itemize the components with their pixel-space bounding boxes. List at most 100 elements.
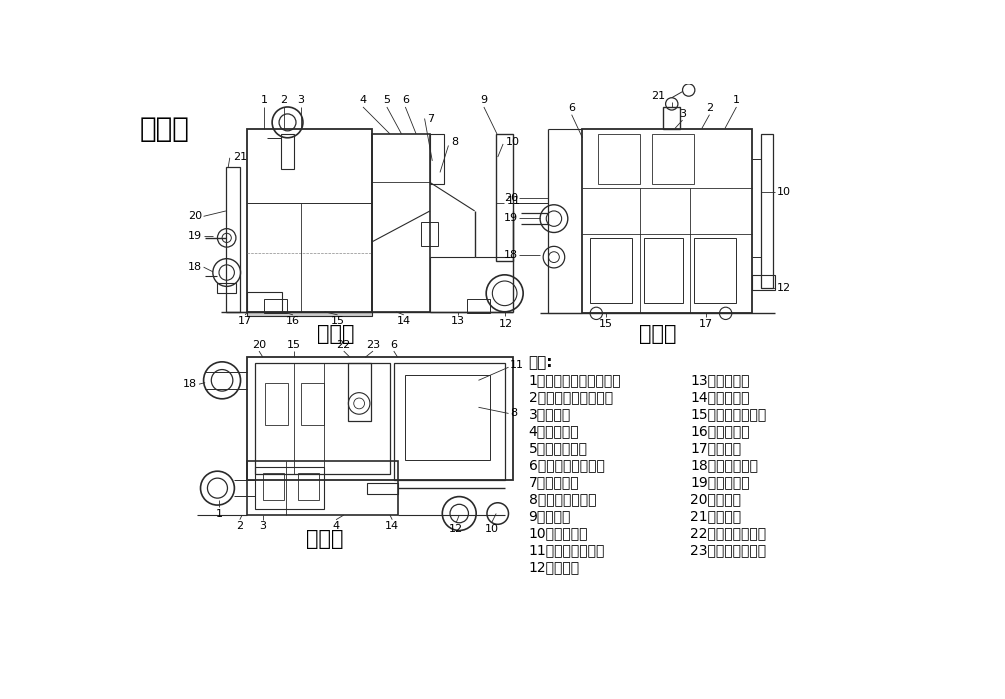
Bar — [348, 363, 371, 421]
Text: 6: 6 — [390, 340, 397, 350]
Text: 22: 22 — [337, 340, 351, 350]
Text: 3: 3 — [297, 96, 305, 106]
Text: 13: 13 — [450, 317, 464, 326]
Text: 15: 15 — [599, 319, 612, 329]
Text: 6、虹吸系统检修口: 6、虹吸系统检修口 — [529, 458, 604, 472]
Text: 19: 19 — [504, 213, 518, 223]
Text: 22、水系线过线控: 22、水系线过线控 — [690, 526, 767, 540]
Text: 11: 11 — [507, 196, 521, 206]
Text: 俯视图: 俯视图 — [306, 529, 344, 549]
Text: 2、固液分离装置箱体: 2、固液分离装置箱体 — [529, 390, 613, 404]
Text: 12、集油桶: 12、集油桶 — [529, 560, 580, 574]
Text: 19: 19 — [188, 231, 202, 240]
Text: 8、恒温加热单元: 8、恒温加热单元 — [529, 492, 596, 506]
Bar — [247, 461, 398, 515]
Text: 2: 2 — [236, 521, 243, 531]
Text: 3: 3 — [259, 521, 266, 531]
Bar — [247, 312, 372, 316]
Bar — [496, 134, 514, 261]
Text: 1、全自动固液分离装置: 1、全自动固液分离装置 — [529, 373, 621, 387]
Text: 8: 8 — [451, 136, 458, 147]
Text: 16: 16 — [285, 317, 299, 326]
Text: 20: 20 — [504, 193, 518, 203]
Text: 2: 2 — [706, 103, 714, 113]
Text: 15: 15 — [331, 317, 345, 326]
Text: 11: 11 — [511, 360, 524, 370]
Bar — [590, 238, 632, 303]
Bar — [598, 134, 640, 184]
Text: 17: 17 — [238, 317, 252, 326]
Text: 10、排油开关: 10、排油开关 — [529, 526, 588, 540]
Text: 18、出水止回阀: 18、出水止回阀 — [690, 458, 758, 472]
Text: 18: 18 — [504, 250, 518, 260]
Text: 8: 8 — [511, 408, 518, 419]
Bar — [663, 107, 680, 129]
Bar — [217, 282, 236, 294]
Text: 17: 17 — [698, 319, 713, 329]
Text: 11、油水分离装置: 11、油水分离装置 — [529, 543, 605, 557]
Bar — [265, 382, 288, 425]
Text: 7: 7 — [427, 113, 434, 124]
Text: 12: 12 — [449, 524, 463, 534]
Text: 9: 9 — [480, 96, 487, 106]
Text: 20: 20 — [252, 340, 266, 350]
Text: 2: 2 — [280, 96, 287, 106]
Text: 19、出水开关: 19、出水开关 — [690, 475, 750, 489]
Text: 4、曝气系统: 4、曝气系统 — [529, 424, 579, 438]
Text: 13、槽钢底座: 13、槽钢底座 — [690, 373, 750, 387]
Text: 3、进水口: 3、进水口 — [529, 408, 571, 421]
Text: 23、液位控制系统: 23、液位控制系统 — [690, 543, 767, 557]
Text: 7、虹吸系统: 7、虹吸系统 — [529, 475, 579, 489]
Bar — [394, 363, 506, 480]
Bar — [367, 483, 398, 493]
Bar — [297, 473, 320, 500]
Text: 10: 10 — [777, 187, 791, 196]
Text: 10: 10 — [506, 136, 520, 147]
Bar — [467, 299, 490, 313]
Bar — [644, 238, 682, 303]
Bar — [280, 134, 294, 168]
Text: 12: 12 — [777, 283, 791, 293]
Bar — [583, 129, 752, 313]
Text: 23: 23 — [366, 340, 380, 350]
Text: 6: 6 — [568, 103, 575, 113]
Text: 16、渣桶推车: 16、渣桶推车 — [690, 424, 750, 438]
Text: 主视图: 主视图 — [318, 324, 355, 344]
Bar — [651, 134, 694, 184]
Text: 20: 20 — [188, 211, 202, 222]
Bar — [247, 357, 514, 480]
Text: 18: 18 — [188, 262, 202, 272]
Bar — [372, 134, 430, 312]
Text: 21: 21 — [651, 91, 665, 101]
Bar — [761, 134, 774, 288]
Text: 1: 1 — [261, 96, 268, 106]
Bar — [263, 299, 286, 313]
Text: 4: 4 — [333, 521, 340, 531]
Text: 1: 1 — [733, 96, 740, 106]
Bar — [226, 167, 240, 312]
Bar — [247, 291, 282, 312]
Text: 1: 1 — [215, 509, 222, 519]
Bar — [405, 375, 490, 460]
Text: 15、污水提升装置: 15、污水提升装置 — [690, 408, 767, 421]
Bar — [255, 363, 390, 473]
Text: 15: 15 — [286, 340, 300, 350]
Bar — [263, 473, 284, 500]
Text: 18: 18 — [183, 379, 197, 389]
Text: 12: 12 — [498, 319, 513, 329]
Text: 5: 5 — [383, 96, 390, 106]
Text: 左视图: 左视图 — [639, 324, 676, 344]
Bar — [694, 238, 737, 303]
Bar — [302, 382, 325, 425]
Text: 14: 14 — [385, 521, 399, 531]
Bar — [752, 275, 775, 290]
Bar — [421, 222, 438, 245]
Bar — [247, 129, 372, 312]
Text: 6: 6 — [402, 96, 409, 106]
Text: 14、泄水阀门: 14、泄水阀门 — [690, 390, 750, 404]
Text: 三视图: 三视图 — [140, 115, 190, 143]
Text: 17、集渣桶: 17、集渣桶 — [690, 441, 742, 455]
Text: 5、曝气输送管: 5、曝气输送管 — [529, 441, 588, 455]
Text: 4: 4 — [360, 96, 367, 106]
Text: 20、出水口: 20、出水口 — [690, 492, 742, 506]
